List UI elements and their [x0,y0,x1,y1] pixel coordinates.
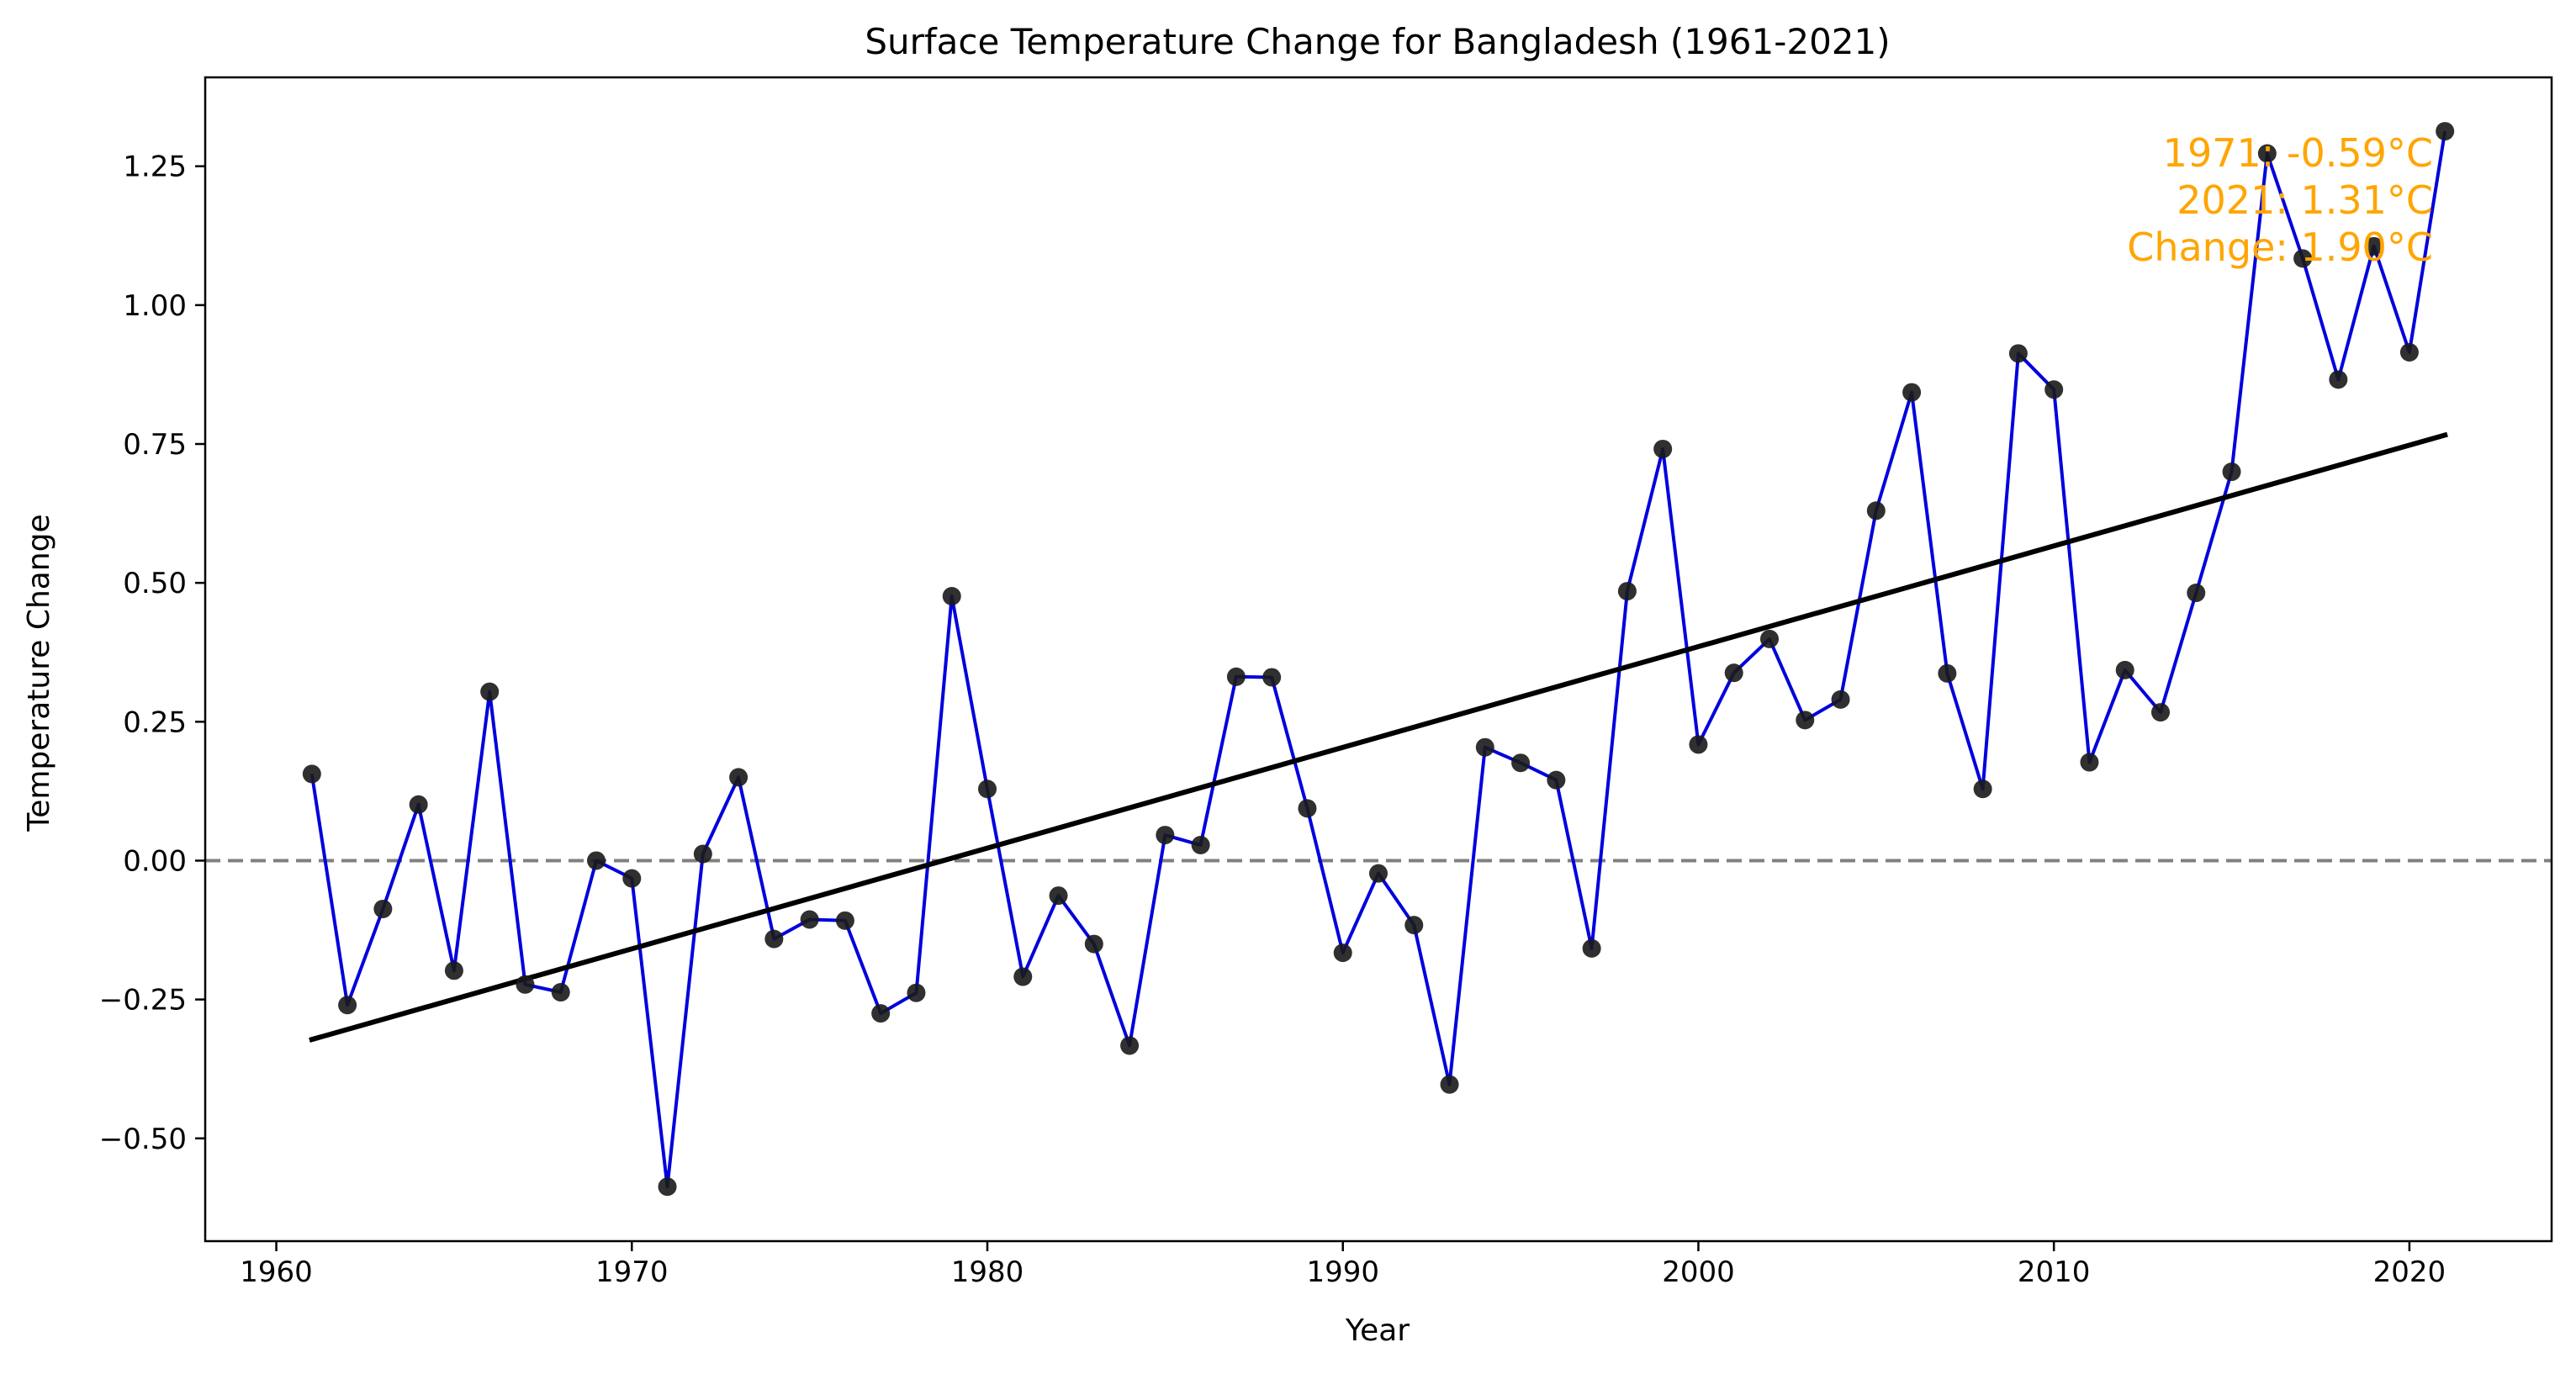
data-point [764,929,784,949]
data-point [1120,1036,1140,1055]
data-point [1831,690,1850,709]
data-point [1369,864,1388,883]
data-point [658,1177,677,1197]
x-tick-label: 1970 [595,1255,669,1289]
y-tick-label: 1.00 [123,289,187,323]
data-point [1404,916,1424,935]
data-point [2008,344,2028,363]
y-tick-label: 0.00 [123,844,187,878]
data-point [729,768,748,787]
data-point [480,682,500,701]
x-tick-label: 2010 [2018,1255,2091,1289]
data-point [1511,753,1531,773]
data-point [2222,462,2241,482]
data-point [693,844,712,864]
data-point [1049,886,1068,906]
annotation-line: Change: 1.90°C [2127,225,2433,270]
data-point [338,996,357,1015]
data-point [1440,1075,1459,1094]
data-point [978,779,997,799]
x-tick-label: 1990 [1306,1255,1379,1289]
data-point [2044,380,2064,399]
data-point [551,983,570,1002]
x-tick-label: 1960 [240,1255,313,1289]
x-axis: 1960 1970 1980 1990 2000 2010 2020 [240,1241,2446,1289]
data-point [2399,343,2419,362]
data-point [2436,122,2455,141]
data-point [587,851,606,870]
data-point [444,961,463,980]
y-tick-label: 0.25 [123,705,187,739]
data-point [1724,663,1743,683]
data-point [1866,501,1886,521]
data-point [1013,967,1033,986]
data-point [1333,943,1352,963]
data-point [1084,934,1103,954]
data-point [2151,703,2170,722]
y-tick-label: −0.50 [99,1123,187,1156]
data-point [1582,938,1601,958]
data-point [1547,770,1566,790]
y-tick-label: 0.50 [123,567,187,600]
data-point [302,764,321,784]
data-point [516,975,535,994]
y-axis-label: Temperature Change [22,514,56,832]
plot-area [205,122,2552,1197]
data-point [373,899,393,918]
data-point [1617,582,1637,601]
x-tick-label: 2000 [1662,1255,1735,1289]
axes-frame [204,76,2553,1243]
data-point [2364,236,2383,256]
x-tick-label: 2020 [2373,1255,2446,1289]
data-point [1191,835,1210,854]
data-point [1973,779,1992,799]
data-point [2115,660,2134,679]
data-point [1298,799,1317,818]
data-point [2329,370,2348,389]
data-point [2293,249,2313,268]
data-point [2080,753,2099,772]
data-point [942,587,961,606]
data-point [1902,383,1922,402]
data-point [1938,663,1957,683]
data-point [1796,711,1815,730]
y-axis: −0.50 −0.25 0.00 0.25 0.50 0.75 1.00 1.25 [99,151,205,1156]
annotation-line: 2021: 1.31°C [2177,177,2433,223]
data-point [1760,629,1779,648]
y-tick-label: 0.75 [123,428,187,462]
y-tick-label: −0.25 [99,984,187,1017]
x-tick-label: 1980 [951,1255,1024,1289]
data-point [2257,144,2277,163]
data-point [1262,668,1282,687]
x-axis-label: Year [1345,1313,1410,1348]
y-tick-label: 1.25 [123,151,187,184]
data-point [1689,735,1708,754]
data-point [907,983,926,1002]
data-point [622,869,642,888]
data-point [1226,667,1246,686]
data-point [2187,584,2206,603]
data-point [409,795,428,814]
data-point [1653,439,1673,458]
data-point [800,910,819,929]
trend-line [309,431,2448,1043]
data-point [871,1004,891,1023]
data-point [1475,737,1494,757]
data-point [835,911,854,930]
annotation-line: 1971: -0.59°C [2163,130,2433,176]
data-point [1156,826,1175,845]
chart-title: Surface Temperature Change for Banglades… [865,21,1890,62]
